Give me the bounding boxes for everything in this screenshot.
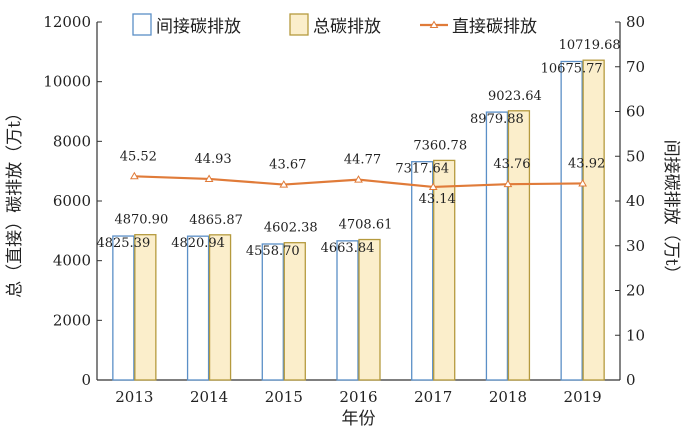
y-right-tick-label: 20 [626,282,645,300]
bar-total [208,234,232,381]
bar-indirect [485,111,509,381]
bar-total [507,110,531,381]
y-left-tick-label: 2000 [53,311,91,329]
legend-swatch-indirect [132,13,152,36]
data-label-total: 4708.61 [339,218,393,233]
y-axis-left-title: 总（直接）碳排放（万t） [5,104,25,298]
data-label-total: 7360.78 [413,138,467,153]
y-right-tick-label: 50 [626,147,645,165]
data-label-total: 4602.38 [264,221,318,236]
data-label-direct: 43.14 [419,192,456,207]
y-right-tick-label: 30 [626,237,645,255]
x-tick-label: 2019 [564,388,602,406]
marker-direct [503,179,513,188]
data-label-indirect: 4558.70 [246,244,300,259]
bar-indirect [186,235,210,381]
y-left-tick-label: 12000 [43,13,91,31]
bar-indirect [411,161,434,381]
marker-direct [428,182,438,190]
legend-label-total: 总碳排放 [313,17,381,37]
y-right-tick-label: 10 [626,326,645,344]
x-tick-label: 2018 [489,388,527,406]
marker-direct [129,171,139,180]
y-left-tick-label: 10000 [43,73,91,91]
x-tick-label: 2016 [339,388,377,406]
marker-direct [279,180,289,188]
data-label-indirect: 10675.77 [541,62,603,77]
data-label-direct: 43.92 [568,156,605,171]
y-left-tick-label: 0 [81,371,91,389]
bar-total [582,59,605,381]
data-label-direct: 43.76 [493,157,530,172]
bar-indirect [112,235,135,381]
y-right-tick-label: 70 [626,58,645,76]
legend-swatch-direct-marker [429,20,439,28]
data-label-indirect: 4825.39 [96,236,150,251]
y-right-tick-label: 0 [626,371,636,389]
marker-direct [578,178,588,187]
x-tick-label: 2014 [190,388,228,406]
marker-direct [204,174,214,182]
data-label-direct: 44.93 [194,152,231,167]
plot-area: 0 2000 4000 6000 8000 10000 12000 0 10 20 30 40 50 60… [43,13,645,406]
x-tick-label: 2013 [115,388,153,406]
legend-label-indirect: 间接碳排放 [156,17,241,37]
marker-direct [354,175,363,183]
y-left-tick-label: 4000 [53,252,91,270]
bar-total [283,242,306,381]
bar-total [433,159,456,381]
x-tick-label: 2015 [265,388,303,406]
y-right-tick-label: 60 [626,103,645,121]
legend-label-direct: 直接碳排放 [452,17,537,37]
data-label-total: 9023.64 [488,89,542,104]
data-label-indirect: 4820.94 [171,236,225,251]
data-label-direct: 45.52 [120,149,157,164]
bar-indirect [560,60,583,381]
x-tick-label: 2017 [414,388,452,406]
data-label-direct: 43.67 [269,158,306,173]
bar-total [134,234,157,381]
bar-indirect [336,240,359,381]
bar-indirect [261,243,284,381]
data-label-total: 4870.90 [114,213,168,228]
y-left-tick-label: 6000 [53,192,91,210]
y-right-tick-label: 40 [626,192,645,210]
data-label-total: 10719.68 [559,38,621,53]
data-label-indirect: 8979.88 [470,112,524,127]
legend: 间接碳排放 总碳排放 直接碳排放 [132,13,537,37]
x-axis-title: 年份 [342,409,376,429]
y-axis-right-title: 间接碳排放（万t） [661,140,681,283]
legend-swatch-total [289,13,309,36]
data-label-direct: 44.77 [344,153,381,168]
data-label-indirect: 4663.84 [321,241,375,256]
y-right-tick-label: 80 [626,13,645,31]
data-label-indirect: 7317.64 [395,162,449,177]
bar-total [358,238,381,381]
y-left-tick-label: 8000 [53,132,91,150]
data-label-total: 4865.87 [189,213,243,228]
